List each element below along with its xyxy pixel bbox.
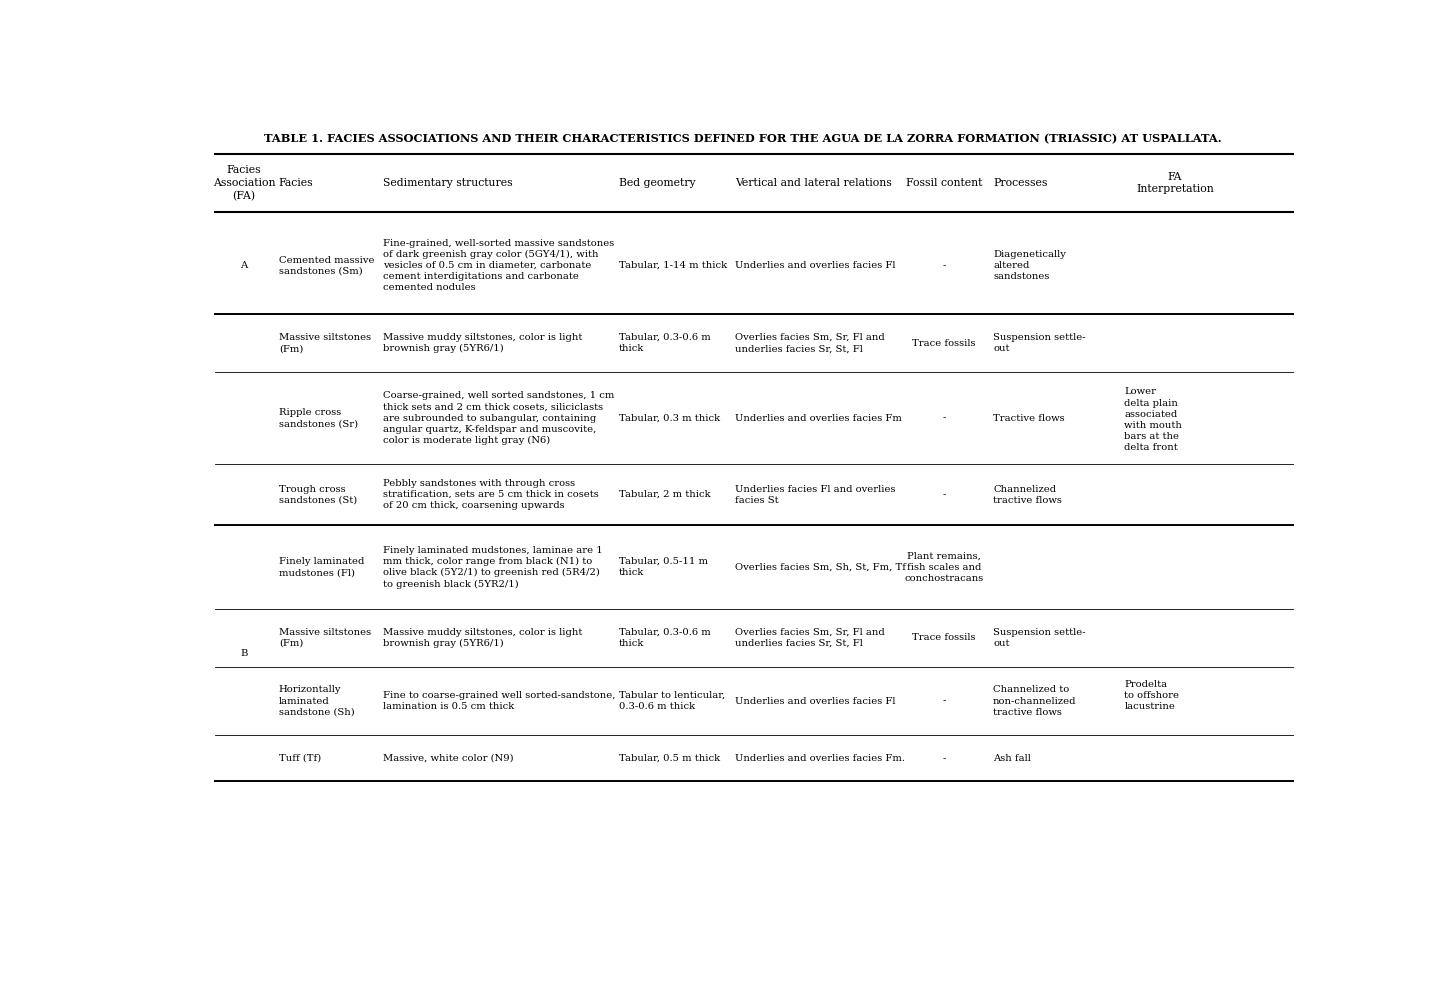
Text: -: - (942, 491, 946, 499)
Text: Finely laminated
mudstones (Fl): Finely laminated mudstones (Fl) (278, 557, 364, 577)
Text: Channelized
tractive flows: Channelized tractive flows (993, 485, 1062, 504)
Text: -: - (942, 696, 946, 706)
Text: Lower
delta plain
associated
with mouth
bars at the
delta front: Lower delta plain associated with mouth … (1124, 387, 1182, 452)
Text: Overlies facies Sm, Sr, Fl and
underlies facies Sr, St, Fl: Overlies facies Sm, Sr, Fl and underlies… (735, 628, 884, 648)
Text: Trace fossils: Trace fossils (913, 339, 977, 348)
Text: Fossil content: Fossil content (906, 178, 982, 188)
Text: Facies
Association
(FA): Facies Association (FA) (213, 165, 275, 201)
Text: FA
Interpretation: FA Interpretation (1136, 172, 1214, 195)
Text: Sedimentary structures: Sedimentary structures (383, 178, 513, 188)
Text: Tabular, 0.3-0.6 m
thick: Tabular, 0.3-0.6 m thick (619, 333, 711, 354)
Text: Trough cross
sandstones (St): Trough cross sandstones (St) (278, 485, 356, 504)
Text: A: A (241, 261, 248, 270)
Text: Underlies facies Fl and overlies
facies St: Underlies facies Fl and overlies facies … (735, 485, 895, 504)
Text: Processes: Processes (993, 178, 1048, 188)
Text: Tabular, 0.3 m thick: Tabular, 0.3 m thick (619, 414, 720, 423)
Text: Cemented massive
sandstones (Sm): Cemented massive sandstones (Sm) (278, 255, 374, 276)
Text: Prodelta
to offshore
lacustrine: Prodelta to offshore lacustrine (1124, 679, 1179, 711)
Text: -: - (942, 261, 946, 270)
Text: Finely laminated mudstones, laminae are 1
mm thick, color range from black (N1) : Finely laminated mudstones, laminae are … (383, 546, 603, 589)
Text: Massive muddy siltstones, color is light
brownish gray (5YR6/1): Massive muddy siltstones, color is light… (383, 628, 582, 648)
Text: Overlies facies Sm, Sh, St, Fm, Tf: Overlies facies Sm, Sh, St, Fm, Tf (735, 563, 906, 572)
Text: Vertical and lateral relations: Vertical and lateral relations (735, 178, 891, 188)
Text: Plant remains,
fish scales and
conchostracans: Plant remains, fish scales and conchostr… (904, 552, 984, 583)
Text: Massive siltstones
(Fm): Massive siltstones (Fm) (278, 333, 371, 354)
Text: -: - (942, 414, 946, 423)
Text: Underlies and overlies facies Fl: Underlies and overlies facies Fl (735, 696, 895, 706)
Text: Underlies and overlies facies Fl: Underlies and overlies facies Fl (735, 261, 895, 270)
Text: Channelized to
non-channelized
tractive flows: Channelized to non-channelized tractive … (993, 685, 1077, 717)
Text: Ash fall: Ash fall (993, 754, 1030, 763)
Text: Fine-grained, well-sorted massive sandstones
of dark greenish gray color (5GY4/1: Fine-grained, well-sorted massive sandst… (383, 238, 614, 292)
Text: Coarse-grained, well sorted sandstones, 1 cm
thick sets and 2 cm thick cosets, s: Coarse-grained, well sorted sandstones, … (383, 391, 614, 445)
Text: TABLE 1. FACIES ASSOCIATIONS AND THEIR CHARACTERISTICS DEFINED FOR THE AGUA DE L: TABLE 1. FACIES ASSOCIATIONS AND THEIR C… (264, 133, 1222, 144)
Text: Underlies and overlies facies Fm: Underlies and overlies facies Fm (735, 414, 901, 423)
Text: Tuff (Tf): Tuff (Tf) (278, 754, 322, 763)
Text: Tabular, 0.5 m thick: Tabular, 0.5 m thick (619, 754, 720, 763)
Text: Tabular, 2 m thick: Tabular, 2 m thick (619, 491, 710, 499)
Text: Fine to coarse-grained well sorted-sandstone,
lamination is 0.5 cm thick: Fine to coarse-grained well sorted-sands… (383, 691, 616, 711)
Text: Horizontally
laminated
sandstone (Sh): Horizontally laminated sandstone (Sh) (278, 685, 355, 717)
Text: Suspension settle-
out: Suspension settle- out (993, 628, 1085, 648)
Text: Tractive flows: Tractive flows (993, 414, 1065, 423)
Text: Ripple cross
sandstones (Sr): Ripple cross sandstones (Sr) (278, 408, 358, 428)
Text: Bed geometry: Bed geometry (619, 178, 696, 188)
Text: Tabular, 0.3-0.6 m
thick: Tabular, 0.3-0.6 m thick (619, 628, 711, 648)
Text: Tabular, 1-14 m thick: Tabular, 1-14 m thick (619, 261, 727, 270)
Text: Suspension settle-
out: Suspension settle- out (993, 333, 1085, 354)
Text: Pebbly sandstones with through cross
stratification, sets are 5 cm thick in cose: Pebbly sandstones with through cross str… (383, 479, 598, 510)
Text: Massive siltstones
(Fm): Massive siltstones (Fm) (278, 628, 371, 648)
Text: Tabular to lenticular,
0.3-0.6 m thick: Tabular to lenticular, 0.3-0.6 m thick (619, 691, 726, 711)
Text: Underlies and overlies facies Fm.: Underlies and overlies facies Fm. (735, 754, 904, 763)
Text: -: - (942, 754, 946, 763)
Text: Massive, white color (N9): Massive, white color (N9) (383, 754, 514, 763)
Text: Tabular, 0.5-11 m
thick: Tabular, 0.5-11 m thick (619, 557, 709, 577)
Text: Massive muddy siltstones, color is light
brownish gray (5YR6/1): Massive muddy siltstones, color is light… (383, 333, 582, 354)
Text: B: B (241, 648, 248, 657)
Text: Trace fossils: Trace fossils (913, 634, 977, 642)
Text: Overlies facies Sm, Sr, Fl and
underlies facies Sr, St, Fl: Overlies facies Sm, Sr, Fl and underlies… (735, 333, 884, 354)
Text: Diagenetically
altered
sandstones: Diagenetically altered sandstones (993, 250, 1066, 281)
Text: Facies: Facies (278, 178, 313, 188)
